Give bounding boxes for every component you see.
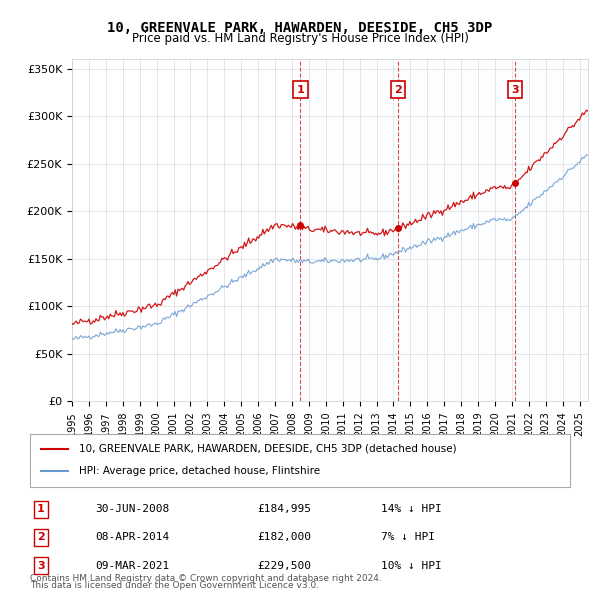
Text: 10, GREENVALE PARK, HAWARDEN, DEESIDE, CH5 3DP: 10, GREENVALE PARK, HAWARDEN, DEESIDE, C… (107, 21, 493, 35)
Text: 14% ↓ HPI: 14% ↓ HPI (381, 504, 442, 514)
Text: 08-APR-2014: 08-APR-2014 (95, 533, 169, 542)
Text: HPI: Average price, detached house, Flintshire: HPI: Average price, detached house, Flin… (79, 466, 320, 476)
Text: 10, GREENVALE PARK, HAWARDEN, DEESIDE, CH5 3DP (detached house): 10, GREENVALE PARK, HAWARDEN, DEESIDE, C… (79, 444, 456, 454)
Text: 3: 3 (511, 85, 519, 95)
Text: 09-MAR-2021: 09-MAR-2021 (95, 561, 169, 571)
Text: Price paid vs. HM Land Registry's House Price Index (HPI): Price paid vs. HM Land Registry's House … (131, 32, 469, 45)
Bar (515, 59, 588, 401)
Text: 30-JUN-2008: 30-JUN-2008 (95, 504, 169, 514)
Text: £182,000: £182,000 (257, 533, 311, 542)
Text: This data is licensed under the Open Government Licence v3.0.: This data is licensed under the Open Gov… (30, 581, 319, 590)
Text: 1: 1 (37, 504, 44, 514)
Text: 1: 1 (296, 85, 304, 95)
Bar (301, 59, 398, 401)
Text: 3: 3 (37, 561, 44, 571)
Text: 2: 2 (394, 85, 402, 95)
Text: 7% ↓ HPI: 7% ↓ HPI (381, 533, 435, 542)
Text: 2: 2 (37, 533, 44, 542)
Text: 10% ↓ HPI: 10% ↓ HPI (381, 561, 442, 571)
Text: Contains HM Land Registry data © Crown copyright and database right 2024.: Contains HM Land Registry data © Crown c… (30, 574, 382, 583)
Bar (398, 59, 515, 401)
Text: £184,995: £184,995 (257, 504, 311, 514)
Text: £229,500: £229,500 (257, 561, 311, 571)
